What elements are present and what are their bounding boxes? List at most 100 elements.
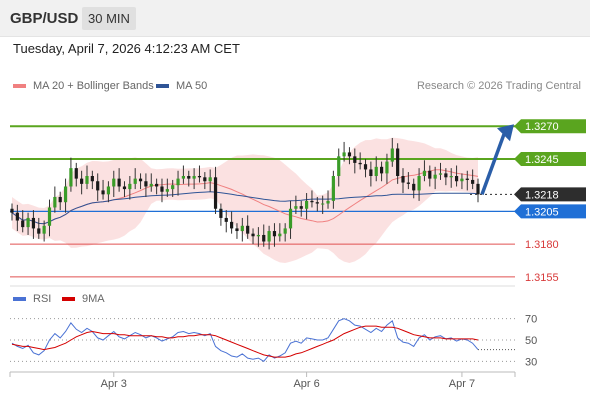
candle-body [90,176,94,182]
candle-body [321,203,325,205]
candle-body [278,233,282,237]
candle-body [187,176,191,179]
price-label-1.3270-tag [514,119,586,134]
candle-body [112,178,116,187]
ma50-legend-label: MA 50 [176,80,208,92]
candle-body [267,231,271,242]
x-axis-label-Apr-6: Apr 6 [293,378,319,390]
ma20-swatch [13,84,26,88]
candle-body [26,217,30,228]
candle-body [74,168,78,179]
rsi-legend-label: RSI [33,293,52,305]
ma9-legend: 9MA [62,293,105,305]
ma50-legend: MA 50 [156,80,207,92]
candle-body [251,233,255,237]
candle-body [63,186,68,203]
candle-body [80,178,84,184]
rsi-legend: RSI [13,293,51,305]
candle-body [299,206,303,209]
forecast-arrow-head [497,124,514,142]
candle-body [37,228,41,234]
candle-body [155,183,159,187]
x-axis-label-Apr-7: Apr 7 [449,378,475,390]
candle-body [96,181,100,191]
candle-body [396,148,400,176]
candle-body [385,161,389,174]
candle-body [101,190,105,195]
candle-body [165,189,169,192]
candle-body [171,185,175,190]
candle-body [272,231,277,237]
candle-body [304,200,309,209]
candle-body [465,178,469,180]
candle-body [379,166,384,174]
candle-body [347,152,352,157]
candle-body [283,228,287,234]
candle-body [31,217,36,229]
candle-body [449,176,453,178]
price-label-1.3270: 1.3270 [525,121,559,133]
candle-body [176,178,180,186]
rsi-swatch [13,297,26,301]
price-label-1.3155: 1.3155 [525,272,559,284]
candle-body [240,225,244,232]
candle-body [10,208,14,213]
candlestick-layer [10,138,480,250]
candle-body [208,177,212,182]
candle-body [224,217,228,222]
candle-body [85,176,89,184]
candle-body [128,183,132,190]
candle-body [256,234,260,237]
time-axis: Apr 3 Apr 6 Apr 7 [9,371,516,390]
candle-body [438,173,443,175]
candle-body [21,220,25,228]
candle-body [358,162,362,165]
candle-body [246,225,250,234]
ma20-legend: MA 20 + Bollinger Bands [13,80,154,92]
candle-body [122,186,127,190]
candle-body [342,152,346,157]
candle-body [326,200,330,204]
candle-body [47,207,52,226]
candle-body [369,169,373,176]
candle-body [117,178,121,187]
price-label-1.3180: 1.3180 [525,239,559,251]
candle-body [406,182,410,184]
candle-body [42,225,46,234]
bollinger-band-area [12,137,478,264]
moving-average-layer [11,169,479,225]
candle-body [230,221,234,229]
currency-pair-title: GBP/USD [10,10,79,27]
candle-body [106,186,111,195]
candle-body [15,212,19,221]
candle-body [213,177,218,209]
candle-body [412,183,416,191]
rsi-pane: 70 50 30 [10,285,537,368]
rsi-ma9-line [11,325,479,358]
price-label-1.3205-tag [514,204,586,219]
candle-body [471,179,475,184]
x-axis-label-Apr-3: Apr 3 [101,378,127,390]
candle-body [315,202,319,204]
candle-body [262,234,266,242]
ma50-line [11,191,479,225]
candle-body [58,196,62,203]
forecast-arrow-layer [480,124,514,195]
candle-body [138,178,143,182]
candle-body [219,208,223,218]
candle-body [203,177,207,182]
candle-body [353,156,357,163]
candle-body [363,164,368,170]
bollinger-band-layer [12,137,478,264]
report-datetime: Tuesday, April 7, 2026 4:12:23 AM CET [13,41,240,56]
candle-body [144,181,148,187]
candle-body [454,176,459,182]
ma20-legend-label: MA 20 + Bollinger Bands [33,80,154,92]
candle-body [160,186,164,192]
price-label-1.3205: 1.3205 [525,206,559,218]
price-label-1.3218: 1.3218 [525,189,559,201]
price-label-1.3245-tag [514,151,586,166]
candle-body [444,173,448,178]
timeframe-button[interactable]: 30 MIN [82,7,136,30]
